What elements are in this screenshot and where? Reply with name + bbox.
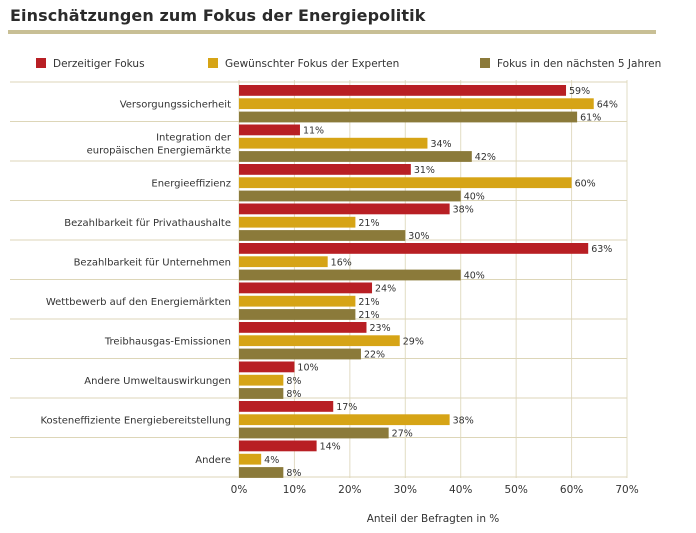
- category-label: Integration der: [156, 133, 232, 144]
- category-label: Bezahlbarkeit für Privathaushalte: [64, 218, 231, 229]
- bar: [239, 85, 567, 96]
- bar-value-label: 60%: [575, 178, 596, 189]
- bar-value-label: 42%: [475, 152, 496, 163]
- bar-value-label: 64%: [597, 99, 618, 110]
- bar: [239, 453, 262, 465]
- x-tick-label: 50%: [504, 484, 527, 496]
- x-axis-label: Anteil der Befragten in %: [367, 513, 500, 525]
- bar-value-label: 61%: [580, 113, 601, 124]
- bar: [239, 309, 356, 320]
- category-label: Andere Umweltauswirkungen: [84, 376, 231, 387]
- bar-value-label: 29%: [403, 336, 424, 347]
- bar-value-label: 40%: [464, 271, 485, 282]
- bar: [239, 216, 356, 228]
- bar-value-label: 59%: [569, 86, 590, 97]
- bar-value-label: 4%: [264, 455, 279, 466]
- category-label: Bezahlbarkeit für Unternehmen: [74, 258, 231, 269]
- legend-swatch-2: [208, 58, 218, 68]
- bar: [239, 427, 389, 439]
- bar-value-label: 8%: [286, 468, 301, 479]
- legend-label-2: Gewünschter Fokus der Experten: [225, 58, 399, 70]
- bar-value-label: 14%: [320, 442, 341, 453]
- bar: [239, 203, 450, 215]
- bar: [239, 243, 589, 254]
- bar: [239, 388, 284, 399]
- bar-value-label: 30%: [408, 231, 429, 242]
- x-tick-label: 20%: [338, 484, 361, 496]
- bar: [239, 335, 400, 347]
- bar-value-label: 8%: [286, 389, 301, 400]
- bar: [239, 374, 284, 386]
- category-label: Kosteneffiziente Energiebereitstellung: [40, 416, 231, 427]
- x-tick-label: 70%: [615, 484, 638, 496]
- bar: [239, 111, 578, 123]
- legend-label-1: Derzeitiger Fokus: [53, 58, 145, 70]
- bar-value-label: 31%: [414, 165, 435, 176]
- x-tick-label: 10%: [283, 484, 306, 496]
- bar: [239, 440, 317, 452]
- bar-value-label: 22%: [364, 350, 385, 361]
- bar-value-label: 34%: [430, 139, 451, 150]
- bar-value-label: 38%: [453, 415, 474, 426]
- bar: [239, 256, 328, 268]
- x-tick-label: 40%: [449, 484, 472, 496]
- title-rule: [8, 30, 656, 34]
- bar-value-label: 10%: [297, 363, 318, 374]
- bar-value-label: 23%: [369, 323, 390, 334]
- category-label: Versorgungssicherheit: [120, 100, 231, 111]
- x-tick-label: 30%: [394, 484, 417, 496]
- x-tick-label: 0%: [231, 484, 248, 496]
- bar: [239, 269, 461, 281]
- bar-value-label: 27%: [392, 429, 413, 440]
- category-label: Andere: [195, 455, 231, 466]
- chart-title: Einschätzungen zum Fokus der Energiepoli…: [10, 6, 426, 25]
- bar-value-label: 24%: [375, 284, 396, 295]
- category-label: Wettbewerb auf den Energiemärkten: [46, 297, 231, 308]
- bar: [239, 164, 411, 175]
- bar-value-label: 17%: [336, 402, 357, 413]
- bar: [239, 230, 406, 241]
- bar: [239, 348, 361, 360]
- category-label: Energieeffizienz: [151, 179, 231, 190]
- category-label: europäischen Energiemärkte: [87, 146, 231, 157]
- bar: [239, 98, 594, 110]
- bar: [239, 295, 356, 307]
- bar: [239, 401, 334, 412]
- bar: [239, 124, 300, 136]
- bar-value-label: 21%: [358, 218, 379, 229]
- bar: [239, 322, 367, 333]
- bar-value-label: 63%: [591, 244, 612, 255]
- bar: [239, 151, 472, 162]
- bar-value-label: 40%: [464, 192, 485, 203]
- bar: [239, 190, 461, 202]
- bar: [239, 467, 284, 478]
- category-label: Treibhausgas-Emissionen: [104, 337, 231, 348]
- bar: [239, 137, 428, 149]
- x-tick-label: 60%: [560, 484, 583, 496]
- bar-value-label: 11%: [303, 126, 324, 137]
- bar-value-label: 21%: [358, 310, 379, 321]
- bar: [239, 361, 295, 373]
- legend-swatch-1: [36, 58, 46, 68]
- bar-value-label: 38%: [453, 205, 474, 216]
- legend-swatch-3: [480, 58, 490, 68]
- legend-label-3: Fokus in den nächsten 5 Jahren: [497, 58, 661, 70]
- bar: [239, 414, 450, 426]
- bar-value-label: 16%: [331, 257, 352, 268]
- bar-value-label: 21%: [358, 297, 379, 308]
- bar-value-label: 8%: [286, 376, 301, 387]
- bar: [239, 177, 572, 189]
- bar: [239, 282, 373, 294]
